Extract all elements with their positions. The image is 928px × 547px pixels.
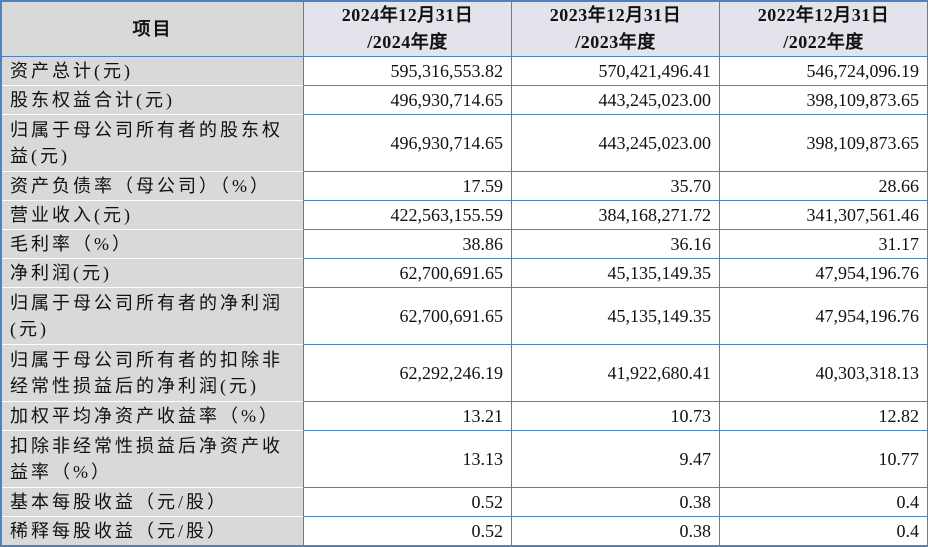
value-cell-2022: 28.66 [719,171,927,200]
table-row-net-profit-excl-nonrecurring: 归属于母公司所有者的扣除非经常性损益后的净利润(元) 62,292,246.19… [2,344,927,401]
value-cell-2024: 0.52 [303,516,511,545]
value-cell-2023: 384,168,271.72 [511,200,719,229]
table-row-basic-eps: 基本每股收益（元/股） 0.52 0.38 0.4 [2,487,927,516]
table-row-debt-ratio: 资产负债率（母公司）（%） 17.59 35.70 28.66 [2,171,927,200]
value-cell-2022: 31.17 [719,229,927,258]
table-row-diluted-eps: 稀释每股收益（元/股） 0.52 0.38 0.4 [2,516,927,545]
value-cell-2024: 496,930,714.65 [303,114,511,171]
table-row-total-assets: 资产总计(元) 595,316,553.82 570,421,496.41 54… [2,56,927,85]
value-cell-2023: 9.47 [511,430,719,487]
value-cell-2023: 443,245,023.00 [511,85,719,114]
item-cell: 扣除非经常性损益后净资产收益率（%） [2,430,303,487]
item-cell: 归属于母公司所有者的净利润(元) [2,287,303,344]
header-2022-line1: 2022年12月31日 [757,5,890,25]
value-cell-2022: 0.4 [719,516,927,545]
value-cell-2023: 45,135,149.35 [511,287,719,344]
header-2024-line1: 2024年12月31日 [341,5,474,25]
table-row-net-profit: 净利润(元) 62,700,691.65 45,135,149.35 47,95… [2,258,927,287]
header-2023-line2: /2023年度 [575,32,656,52]
item-cell: 归属于母公司所有者的股东权益(元) [2,114,303,171]
item-cell: 基本每股收益（元/股） [2,487,303,516]
value-cell-2022: 47,954,196.76 [719,258,927,287]
header-2024-line2: /2024年度 [367,32,448,52]
item-cell: 资产负债率（母公司）（%） [2,171,303,200]
table-row-gross-margin: 毛利率（%） 38.86 36.16 31.17 [2,229,927,258]
table-row-roe-excl-nonrecurring: 扣除非经常性损益后净资产收益率（%） 13.13 9.47 10.77 [2,430,927,487]
item-cell: 营业收入(元) [2,200,303,229]
value-cell-2024: 17.59 [303,171,511,200]
value-cell-2022: 47,954,196.76 [719,287,927,344]
value-cell-2023: 0.38 [511,516,719,545]
value-cell-2022: 398,109,873.65 [719,85,927,114]
header-2022-line2: /2022年度 [783,32,864,52]
value-cell-2023: 0.38 [511,487,719,516]
value-cell-2023: 35.70 [511,171,719,200]
item-cell: 归属于母公司所有者的扣除非经常性损益后的净利润(元) [2,344,303,401]
item-cell: 加权平均净资产收益率（%） [2,401,303,430]
table-row-weighted-avg-roe: 加权平均净资产收益率（%） 13.21 10.73 12.82 [2,401,927,430]
table-row-equity-attributable-to-parent: 归属于母公司所有者的股东权益(元) 496,930,714.65 443,245… [2,114,927,171]
value-cell-2024: 38.86 [303,229,511,258]
value-cell-2024: 62,700,691.65 [303,258,511,287]
value-cell-2022: 10.77 [719,430,927,487]
value-cell-2022: 546,724,096.19 [719,56,927,85]
table-row-total-equity: 股东权益合计(元) 496,930,714.65 443,245,023.00 … [2,85,927,114]
table-row-operating-revenue: 营业收入(元) 422,563,155.59 384,168,271.72 34… [2,200,927,229]
value-cell-2024: 13.13 [303,430,511,487]
value-cell-2024: 496,930,714.65 [303,85,511,114]
value-cell-2023: 443,245,023.00 [511,114,719,171]
value-cell-2022: 0.4 [719,487,927,516]
item-cell: 净利润(元) [2,258,303,287]
value-cell-2024: 62,700,691.65 [303,287,511,344]
value-cell-2022: 40,303,318.13 [719,344,927,401]
item-cell: 股东权益合计(元) [2,85,303,114]
header-2023-line1: 2023年12月31日 [549,5,682,25]
value-cell-2024: 13.21 [303,401,511,430]
value-cell-2023: 36.16 [511,229,719,258]
value-cell-2023: 45,135,149.35 [511,258,719,287]
value-cell-2022: 341,307,561.46 [719,200,927,229]
value-cell-2023: 570,421,496.41 [511,56,719,85]
value-cell-2024: 0.52 [303,487,511,516]
item-cell: 毛利率（%） [2,229,303,258]
header-cell-2022: 2022年12月31日 /2022年度 [719,2,927,56]
value-cell-2022: 398,109,873.65 [719,114,927,171]
value-cell-2024: 62,292,246.19 [303,344,511,401]
value-cell-2023: 41,922,680.41 [511,344,719,401]
header-cell-item: 项目 [2,2,303,56]
item-cell: 资产总计(元) [2,56,303,85]
item-cell: 稀释每股收益（元/股） [2,516,303,545]
header-cell-2024: 2024年12月31日 /2024年度 [303,2,511,56]
value-cell-2024: 595,316,553.82 [303,56,511,85]
table-row-net-profit-attributable-to-parent: 归属于母公司所有者的净利润(元) 62,700,691.65 45,135,14… [2,287,927,344]
table-header-row: 项目 2024年12月31日 /2024年度 2023年12月31日 /2023… [2,2,927,56]
value-cell-2023: 10.73 [511,401,719,430]
value-cell-2024: 422,563,155.59 [303,200,511,229]
value-cell-2022: 12.82 [719,401,927,430]
header-cell-2023: 2023年12月31日 /2023年度 [511,2,719,56]
